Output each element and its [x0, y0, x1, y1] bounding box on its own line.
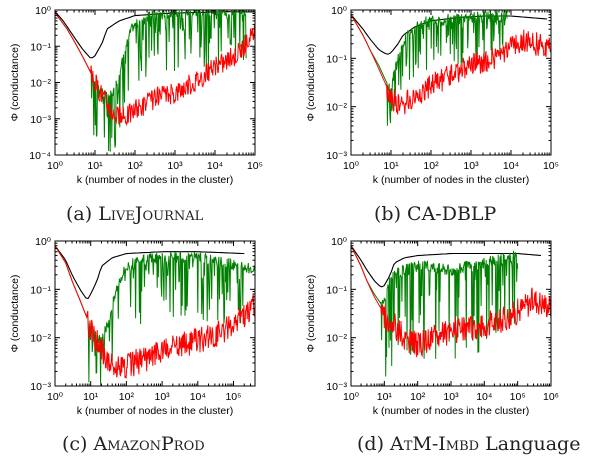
- x-tick-label: 10²: [119, 391, 135, 403]
- x-axis-label: k (number of nodes in the cluster): [373, 405, 529, 417]
- x-tick-label: 10⁶: [543, 391, 559, 403]
- x-tick-label: 10²: [127, 160, 143, 172]
- plot-frame: [54, 240, 256, 387]
- caption-c-name: AmazonProd: [93, 433, 205, 455]
- plot-area: [55, 10, 255, 152]
- x-tick-label: 10²: [410, 391, 426, 403]
- y-tick-label: 10⁻¹: [326, 53, 347, 65]
- y-tick-label: 10⁻¹: [30, 41, 51, 53]
- x-tick-label: 10⁵: [247, 160, 263, 172]
- caption-a-name: LiveJournal: [98, 203, 204, 225]
- x-tick-label: 10²: [423, 160, 439, 172]
- x-tick-label: 10³: [155, 391, 171, 403]
- plot-area: [55, 245, 255, 386]
- y-tick-label: 10⁻³: [326, 150, 347, 162]
- caption-d-name: AtM-Imbd: [390, 433, 480, 455]
- x-axis-label: k (number of nodes in the cluster): [77, 174, 233, 186]
- series-line-0: [351, 14, 548, 55]
- x-tick-label: 10⁴: [190, 391, 206, 403]
- x-tick-label: 10³: [463, 160, 479, 172]
- caption-c: (c) AmazonProd: [62, 433, 205, 455]
- y-tick-label: 10⁻²: [326, 102, 347, 114]
- chart-panel-b: 10⁰ 10¹ 10² 10³ 10⁴ 10⁵ 10⁻³ 10⁻² 10⁻¹ 10⁰ k (numb…: [296, 0, 592, 237]
- x-tick-label: 10¹: [83, 391, 99, 403]
- series-line-0: [55, 245, 245, 300]
- caption-b-suffix: CA-DBLP: [407, 203, 497, 225]
- caption-b: (b) CA-DBLP: [374, 203, 496, 225]
- x-tick-label: 10⁵: [543, 160, 559, 172]
- x-tick-label: 10³: [443, 391, 459, 403]
- y-tick-label: 10⁻³: [30, 381, 51, 393]
- y-axis-label: Φ (conductance): [305, 44, 317, 122]
- series-line-2: [351, 14, 551, 115]
- y-tick-label: 10⁻²: [326, 333, 347, 345]
- caption-d-prefix: (d): [357, 433, 391, 455]
- plot-area: [351, 245, 551, 377]
- chart-b: 10⁰ 10¹ 10² 10³ 10⁴ 10⁵ 10⁻³ 10⁻² 10⁻¹ 10⁰ k (numb…: [305, 5, 559, 186]
- x-tick-label: 10⁰: [343, 160, 360, 172]
- series-line-2: [55, 12, 255, 127]
- x-tick-label: 10⁴: [207, 160, 223, 172]
- series-line-1: [55, 10, 247, 152]
- y-tick-label: 10⁰: [331, 236, 348, 248]
- x-axis-label: k (number of nodes in the cluster): [373, 174, 529, 186]
- x-tick-label: 10⁰: [47, 391, 64, 403]
- chart-c: 10⁰ 10¹ 10² 10³ 10⁴ 10⁵ 10⁻³ 10⁻² 10⁻¹ 10⁰ k (numb…: [9, 236, 256, 417]
- y-tick-label: 10⁰: [35, 5, 52, 17]
- x-tick-label: 10⁵: [225, 391, 241, 403]
- y-tick-label: 10⁻¹: [30, 284, 51, 296]
- plot-frame: [350, 9, 552, 156]
- caption-a: (a) LiveJournal: [66, 203, 203, 225]
- y-tick-label: 10⁻²: [30, 78, 51, 90]
- caption-d: (d) AtM-Imbd Language: [357, 433, 580, 455]
- chart-panel-c: 10⁰ 10¹ 10² 10³ 10⁴ 10⁵ 10⁻³ 10⁻² 10⁻¹ 10⁰ k (numb…: [0, 231, 296, 467]
- x-tick-label: 10⁴: [503, 160, 519, 172]
- chart-panel-a: 10⁰ 10¹ 10² 10³ 10⁴ 10⁵ 10⁻⁴ 10⁻³ 10⁻² 10⁻¹ 10⁰ k (…: [0, 0, 296, 237]
- chart-d: 10⁰ 10¹ 10² 10³ 10⁴ 10⁵ 10⁶ 10⁻³ 10⁻² 10⁻¹ 10⁰ k (n…: [305, 236, 559, 417]
- x-tick-label: 10⁰: [47, 160, 64, 172]
- x-tick-label: 10¹: [87, 160, 103, 172]
- x-tick-label: 10¹: [377, 391, 393, 403]
- y-tick-label: 10⁻⁴: [29, 150, 51, 162]
- y-axis-label: Φ (conductance): [305, 275, 317, 353]
- series-line-2: [351, 245, 551, 358]
- caption-d-suffix: Language: [479, 433, 581, 455]
- chart-panel-d: 10⁰ 10¹ 10² 10³ 10⁴ 10⁵ 10⁶ 10⁻³ 10⁻² 10⁻¹ 10⁰ k (n…: [296, 231, 592, 467]
- y-tick-label: 10⁰: [35, 236, 52, 248]
- caption-b-prefix: (b): [374, 203, 408, 225]
- y-tick-label: 10⁻³: [30, 114, 51, 126]
- series-line-2: [55, 245, 255, 379]
- y-axis-label: Φ (conductance): [9, 44, 21, 122]
- series-line-1: [351, 10, 508, 126]
- plot-area: [351, 10, 551, 126]
- y-tick-label: 10⁻³: [326, 381, 347, 393]
- x-tick-label: 10⁰: [343, 391, 360, 403]
- x-tick-label: 10³: [167, 160, 183, 172]
- x-axis-label: k (number of nodes in the cluster): [77, 405, 233, 417]
- y-tick-label: 10⁻²: [30, 333, 51, 345]
- y-tick-label: 10⁻¹: [326, 284, 347, 296]
- caption-c-prefix: (c): [62, 433, 94, 455]
- y-axis-label: Φ (conductance): [9, 275, 21, 353]
- x-tick-label: 10⁵: [510, 391, 526, 403]
- series-line-1: [351, 245, 519, 377]
- chart-a: 10⁰ 10¹ 10² 10³ 10⁴ 10⁵ 10⁻⁴ 10⁻³ 10⁻² 10⁻¹ 10⁰ k (…: [9, 5, 263, 186]
- x-tick-label: 10¹: [383, 160, 399, 172]
- y-tick-label: 10⁰: [331, 5, 348, 17]
- x-tick-label: 10⁴: [476, 391, 492, 403]
- caption-a-prefix: (a): [66, 203, 99, 225]
